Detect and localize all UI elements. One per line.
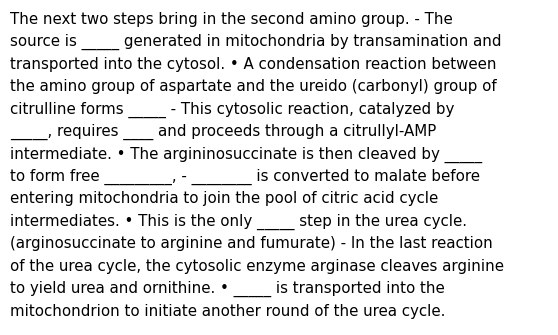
Text: the amino group of aspartate and the ureido (carbonyl) group of: the amino group of aspartate and the ure… — [10, 79, 497, 94]
Text: transported into the cytosol. • A condensation reaction between: transported into the cytosol. • A conden… — [10, 57, 497, 72]
Text: source is _____ generated in mitochondria by transamination and: source is _____ generated in mitochondri… — [10, 34, 502, 50]
Text: mitochondrion to initiate another round of the urea cycle.: mitochondrion to initiate another round … — [10, 304, 445, 319]
Text: The next two steps bring in the second amino group. - The: The next two steps bring in the second a… — [10, 12, 453, 27]
Text: to yield urea and ornithine. • _____ is transported into the: to yield urea and ornithine. • _____ is … — [10, 281, 445, 297]
Text: intermediate. • The argininosuccinate is then cleaved by _____: intermediate. • The argininosuccinate is… — [10, 146, 482, 162]
Text: intermediates. • This is the only _____ step in the urea cycle.: intermediates. • This is the only _____ … — [10, 214, 467, 230]
Text: _____, requires ____ and proceeds through a citrullyl-AMP: _____, requires ____ and proceeds throug… — [10, 124, 436, 140]
Text: to form free _________, - ________ is converted to malate before: to form free _________, - ________ is co… — [10, 169, 480, 185]
Text: (arginosuccinate to arginine and fumurate) - In the last reaction: (arginosuccinate to arginine and fumurat… — [10, 236, 493, 251]
Text: citrulline forms _____ - This cytosolic reaction, catalyzed by: citrulline forms _____ - This cytosolic … — [10, 102, 454, 118]
Text: entering mitochondria to join the pool of citric acid cycle: entering mitochondria to join the pool o… — [10, 191, 438, 206]
Text: of the urea cycle, the cytosolic enzyme arginase cleaves arginine: of the urea cycle, the cytosolic enzyme … — [10, 259, 504, 274]
